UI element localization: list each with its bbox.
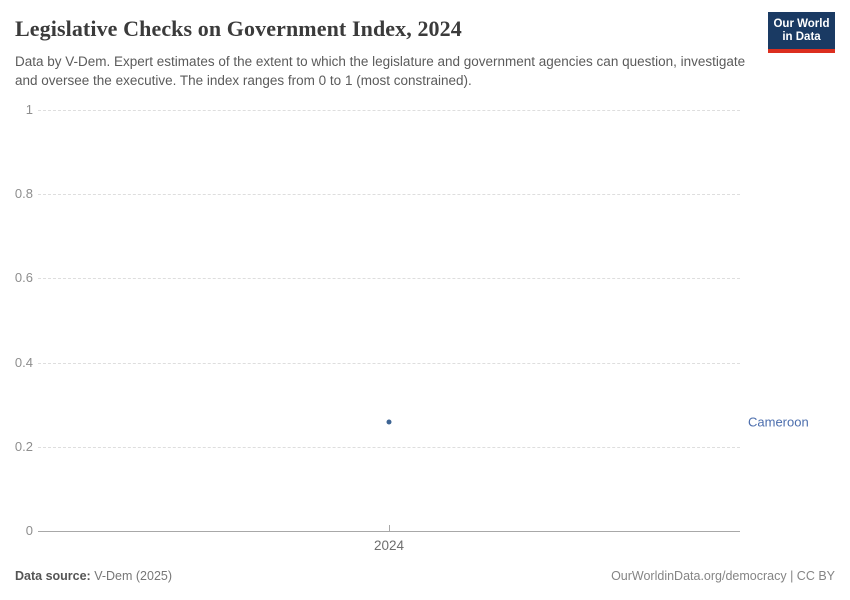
x-tick-mark — [389, 525, 390, 531]
entity-label-cameroon[interactable]: Cameroon — [748, 414, 809, 430]
y-tick-label: 0.6 — [14, 270, 33, 286]
gridline — [38, 278, 740, 280]
y-tick-label: 0 — [25, 523, 33, 538]
chart-title: Legislative Checks on Government Index, … — [15, 16, 462, 41]
owid-logo-line1: Our World — [773, 17, 830, 30]
owid-logo: Our World in Data — [768, 12, 835, 53]
y-tick-label: 0.8 — [14, 186, 33, 202]
y-tick-label: 1 — [25, 102, 33, 117]
y-tick-label: 0.2 — [14, 438, 33, 454]
data-source-value: V-Dem (2025) — [90, 569, 173, 583]
data-point-cameroon[interactable] — [386, 419, 392, 425]
x-tick-label: 2024 — [373, 538, 405, 553]
y-tick-label: 0.4 — [14, 354, 33, 370]
x-axis-line — [38, 531, 740, 532]
data-source-label: Data source: — [15, 569, 91, 583]
gridline — [38, 194, 740, 196]
credit-link[interactable]: OurWorldinData.org/democracy | CC BY — [611, 569, 835, 583]
owid-logo-line2: in Data — [782, 30, 821, 43]
gridline — [38, 362, 740, 364]
chart-subtitle: Data by V-Dem. Expert estimates of the e… — [15, 54, 746, 88]
data-source-note: Data source: V-Dem (2025) — [15, 569, 172, 583]
gridline — [38, 110, 740, 111]
gridline — [38, 446, 740, 448]
